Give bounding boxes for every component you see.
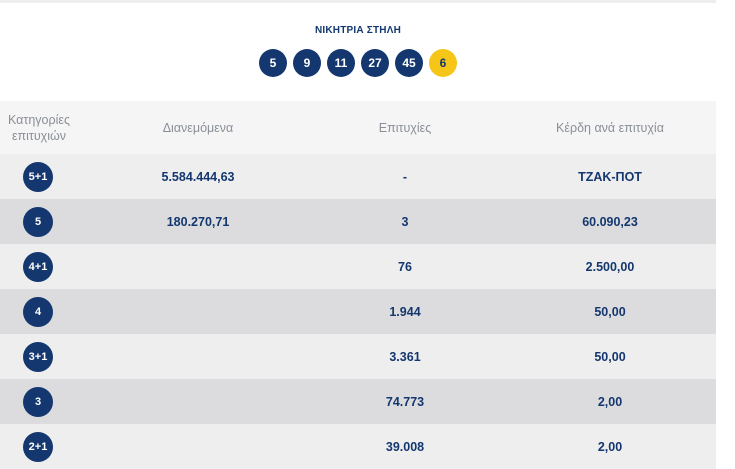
- distributed-cell: [118, 289, 278, 334]
- prize-cell: ΤΖΑΚ-ΠΟΤ: [578, 169, 642, 184]
- winners-cell: 74.773: [385, 394, 425, 409]
- table-row: 5 180.270,71 3 60.090,23: [0, 199, 716, 244]
- distributed-cell: [118, 424, 278, 469]
- category-badge: 4: [23, 296, 53, 327]
- table-row: 4 1.944 50,00: [0, 289, 716, 334]
- number-ball: 5: [259, 49, 287, 77]
- category-badge: 4+1: [23, 251, 53, 282]
- distributed-cell: [118, 244, 278, 289]
- number-ball: 45: [395, 49, 423, 77]
- table-row: 3+1 3.361 50,00: [0, 334, 716, 379]
- distributed-cell: [118, 334, 278, 379]
- winners-cell: 39.008: [385, 439, 425, 454]
- winners-cell: 1.944: [389, 304, 421, 319]
- header-winners: Επιτυχίες: [378, 120, 432, 135]
- distributed-cell: [118, 379, 278, 424]
- winners-cell: -: [402, 169, 408, 184]
- winning-column-title: ΝΙΚΗΤΡΙΑ ΣΤΗΛΗ: [314, 25, 402, 36]
- header-category: Κατηγορίες επιτυχιών: [0, 101, 78, 154]
- table-row: 2+1 39.008 2,00: [0, 424, 716, 469]
- category-badge: 2+1: [23, 431, 53, 462]
- table-row: 4+1 76 2.500,00: [0, 244, 716, 289]
- winners-cell: 3: [401, 214, 409, 229]
- distributed-cell: 180.270,71: [166, 214, 230, 229]
- table-row: 3 74.773 2,00: [0, 379, 716, 424]
- category-badge: 3+1: [23, 341, 53, 372]
- header-distributed: Διανεμόμενα: [162, 120, 234, 135]
- winners-cell: 3.361: [389, 349, 421, 364]
- header-category-line1: Κατηγορίες: [8, 112, 70, 127]
- prize-cell: 50,00: [594, 349, 626, 364]
- distributed-cell: 5.584.444,63: [161, 169, 235, 184]
- winning-numbers: 5 9 11 27 45 6: [0, 49, 716, 77]
- category-badge: 5: [23, 206, 53, 237]
- prize-cell: 50,00: [594, 304, 626, 319]
- category-badge: 3: [23, 386, 53, 417]
- winners-cell: 76: [398, 259, 412, 274]
- prize-table: 5+1 5.584.444,63 - ΤΖΑΚ-ΠΟΤ 5 180.270,71…: [0, 154, 716, 469]
- number-ball: 11: [327, 49, 355, 77]
- top-divider: [0, 0, 716, 3]
- number-ball: 9: [293, 49, 321, 77]
- prize-cell: 2,00: [597, 439, 623, 454]
- category-badge: 5+1: [23, 161, 53, 192]
- header-category-line2: επιτυχιών: [11, 128, 67, 143]
- prize-cell: 2.500,00: [585, 259, 635, 274]
- number-ball: 27: [361, 49, 389, 77]
- prize-cell: 60.090,23: [582, 214, 638, 229]
- table-header: Κατηγορίες επιτυχιών Διανεμόμενα Επιτυχί…: [0, 101, 716, 154]
- table-row: 5+1 5.584.444,63 - ΤΖΑΚ-ΠΟΤ: [0, 154, 716, 199]
- joker-ball: 6: [429, 49, 457, 77]
- prize-cell: 2,00: [597, 394, 623, 409]
- header-prize: Κέρδη ανά επιτυχία: [556, 120, 664, 135]
